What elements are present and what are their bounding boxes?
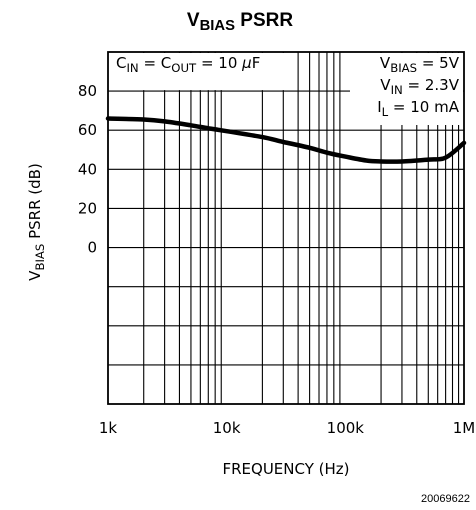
annotation-right-background	[350, 53, 463, 125]
axis-labels: VBIAS PSRR FREQUENCY (Hz) VBIAS PSRR (dB) 2…	[26, 10, 470, 505]
grid	[108, 52, 464, 404]
annotation-condition: IL = 10 mA	[377, 98, 460, 119]
y-tick-label: 0	[87, 239, 97, 257]
y-tick-label: 60	[78, 121, 97, 139]
figure-id: 20069622	[421, 493, 470, 505]
tick-labels: 1k 10k 100k 1M 80 60 40 20 0	[78, 82, 475, 437]
annotation-left-background	[109, 53, 296, 91]
y-axis-label: VBIAS PSRR (dB)	[26, 163, 47, 281]
x-axis-label: FREQUENCY (Hz)	[222, 460, 349, 478]
x-tick-label: 10k	[213, 419, 241, 437]
x-tick-label: 100k	[327, 419, 365, 437]
x-tick-label: 1M	[453, 419, 476, 437]
psrr-series-line	[105, 116, 467, 164]
chart-title: VBIAS PSRR	[187, 10, 293, 34]
y-tick-label: 80	[78, 82, 97, 100]
y-tick-label: 40	[78, 160, 97, 178]
annotation-condition: VBIAS = 5V	[380, 54, 460, 75]
series-layer	[105, 116, 467, 164]
plot-frame-group	[107, 51, 465, 405]
y-tick-label: 20	[78, 199, 97, 217]
annotation-condition: VIN = 2.3V	[380, 76, 459, 97]
plot-frame	[107, 51, 465, 405]
annotation-capacitance: CIN = COUT = 10 µF	[116, 54, 260, 75]
x-tick-label: 1k	[99, 419, 118, 437]
annotation-background	[109, 53, 463, 125]
